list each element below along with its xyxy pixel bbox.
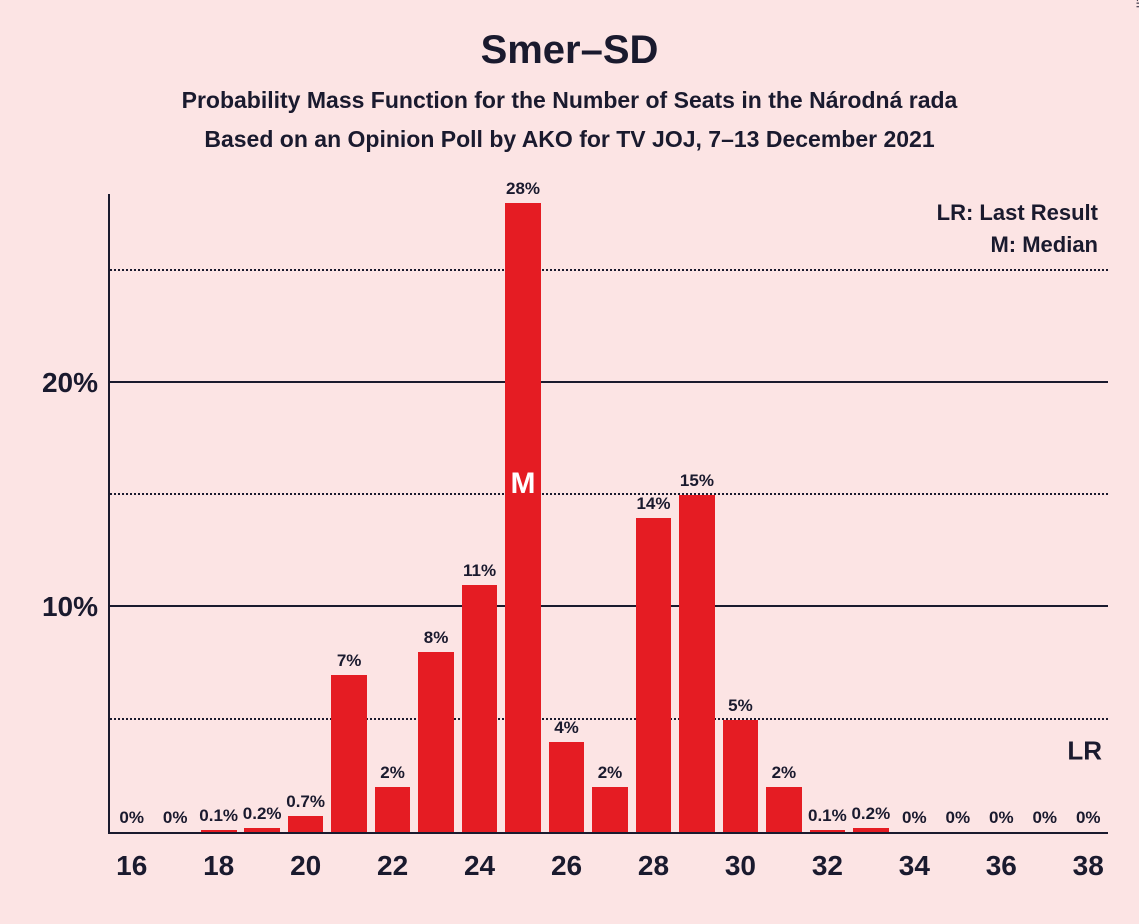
bar: 5%	[723, 720, 759, 832]
bar-value-label: 8%	[424, 628, 449, 652]
copyright-text: © 2021 Filip van Laenen	[1133, 0, 1139, 8]
bar-value-label: 0%	[902, 808, 927, 832]
x-axis-label: 18	[203, 832, 234, 882]
bar: 14%	[636, 518, 672, 832]
bar: 2%	[766, 787, 802, 832]
x-axis-label: 22	[377, 832, 408, 882]
bar: 15%	[679, 495, 715, 832]
chart-subtitle-1: Probability Mass Function for the Number…	[0, 73, 1139, 114]
chart-legend: LR: Last Result M: Median	[937, 200, 1098, 258]
bar-value-label: 2%	[598, 763, 623, 787]
bar-value-label: 5%	[728, 696, 753, 720]
gridline-minor	[110, 269, 1108, 271]
bar-value-label: 7%	[337, 651, 362, 675]
y-axis-label: 10%	[42, 591, 110, 623]
bar-value-label: 0.7%	[286, 792, 325, 816]
bar-value-label: 4%	[554, 718, 579, 742]
bar-value-label: 0%	[1076, 808, 1101, 832]
x-axis-label: 38	[1073, 832, 1104, 882]
bar-value-label: 28%	[506, 179, 540, 203]
gridline-minor	[110, 493, 1108, 495]
bar-value-label: 0%	[989, 808, 1014, 832]
bar-value-label: 0.1%	[199, 806, 238, 830]
bar: 4%	[549, 742, 585, 832]
legend-m: M: Median	[937, 226, 1098, 258]
bar-value-label: 14%	[636, 494, 670, 518]
bar-value-label: 0.2%	[243, 804, 282, 828]
bar-value-label: 0%	[1032, 808, 1057, 832]
x-axis-label: 28	[638, 832, 669, 882]
bar: 2%	[592, 787, 628, 832]
x-axis-label: 32	[812, 832, 843, 882]
bar: 7%	[331, 675, 367, 832]
bar-value-label: 0%	[119, 808, 144, 832]
bar-value-label: 0%	[946, 808, 971, 832]
chart-subtitle-2: Based on an Opinion Poll by AKO for TV J…	[0, 114, 1139, 153]
x-axis-label: 26	[551, 832, 582, 882]
bar: 0.7%	[288, 816, 324, 832]
bar-value-label: 0%	[163, 808, 188, 832]
median-marker: M	[511, 467, 536, 501]
x-axis-label: 24	[464, 832, 495, 882]
chart-title: Smer–SD	[0, 0, 1139, 73]
bar: 2%	[375, 787, 411, 832]
x-axis-label: 20	[290, 832, 321, 882]
bar: 0.2%	[853, 828, 889, 832]
bar-value-label: 11%	[463, 561, 496, 585]
y-axis-label: 20%	[42, 367, 110, 399]
x-axis-label: 30	[725, 832, 756, 882]
bar-value-label: 15%	[680, 471, 714, 495]
bar-value-label: 0.2%	[851, 804, 890, 828]
bar-value-label: 2%	[380, 763, 405, 787]
chart-plot-area: LR: Last Result M: Median LR 10%20%0%0%0…	[108, 194, 1108, 834]
bar-value-label: 0.1%	[808, 806, 847, 830]
bar-value-label: 2%	[772, 763, 797, 787]
bar: 28%M	[505, 203, 541, 832]
gridline-minor	[110, 718, 1108, 720]
legend-lr: LR: Last Result	[937, 200, 1098, 226]
x-axis-label: 16	[116, 832, 147, 882]
gridline-major	[110, 605, 1108, 607]
bar: 0.2%	[244, 828, 280, 832]
x-axis-label: 36	[986, 832, 1017, 882]
bar: 11%	[462, 585, 498, 832]
bar: 8%	[418, 652, 454, 832]
lr-indicator: LR	[1067, 736, 1102, 767]
x-axis-label: 34	[899, 832, 930, 882]
gridline-major	[110, 381, 1108, 383]
